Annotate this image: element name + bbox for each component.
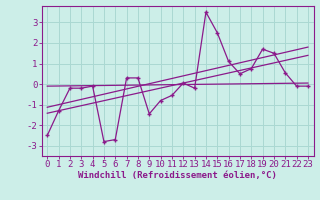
- X-axis label: Windchill (Refroidissement éolien,°C): Windchill (Refroidissement éolien,°C): [78, 171, 277, 180]
